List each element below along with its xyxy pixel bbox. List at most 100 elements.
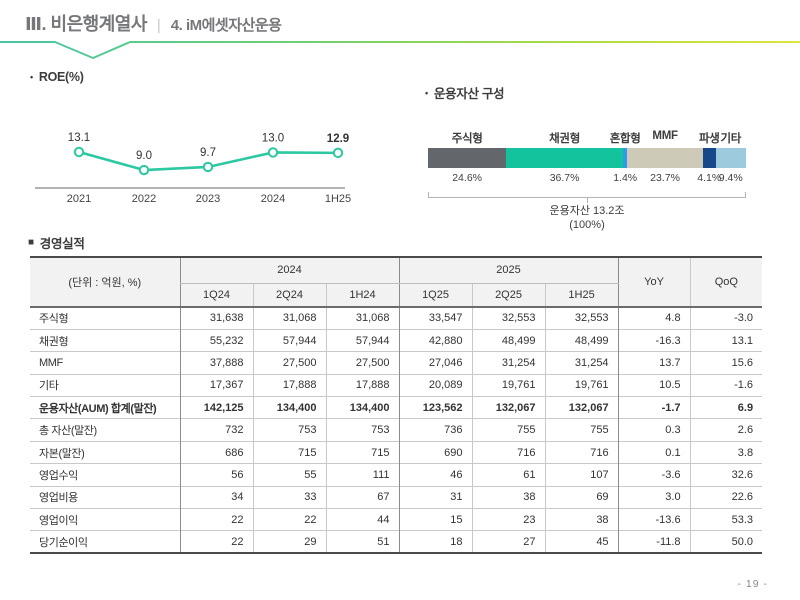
aum-section-title: • 운용자산 구성 xyxy=(425,83,505,102)
subheader-1q25: 1Q25 xyxy=(398,283,473,307)
table-cell: 32,553 xyxy=(471,307,546,330)
table-cell: 755 xyxy=(471,418,546,442)
table-cell: 18 xyxy=(398,530,473,554)
table-cell: 15.6 xyxy=(689,351,763,375)
square-bullet-icon: ■ xyxy=(28,237,34,248)
row-label: 기타 xyxy=(39,380,59,393)
table-cell: 31,638 xyxy=(179,307,253,330)
table-cell: 27,500 xyxy=(252,351,326,375)
row-label: 총 자산(말잔) xyxy=(39,425,97,438)
row-label: 영업수익 xyxy=(39,469,78,482)
table-cell: 37,888 xyxy=(179,351,253,375)
roe-category-label: 2022 xyxy=(132,193,156,205)
bullet-icon: • xyxy=(30,72,33,82)
table-cell: 732 xyxy=(179,418,253,442)
table-cell: 22.6 xyxy=(689,486,763,509)
table-cell: 31,068 xyxy=(252,307,326,330)
table-cell: 15 xyxy=(398,508,473,531)
bullet-icon: • xyxy=(425,87,428,98)
table-cell: 2.6 xyxy=(689,418,763,442)
table-cell: 4.8 xyxy=(617,307,691,330)
roe-data-point xyxy=(73,146,85,158)
roe-line-chart: 13.1 2021 9.0 2022 9.7 2023 13.0 2024 12.9 1H25 xyxy=(35,132,351,205)
aum-bar xyxy=(428,148,746,168)
section-title: Ⅲ. 비은행계열사 xyxy=(25,14,147,34)
table-cell: 0.3 xyxy=(617,418,691,442)
table-cell: 13.1 xyxy=(689,329,763,352)
table-row: 채권형 55,232 57,944 57,944 42,880 48,499 48,499-… xyxy=(30,329,763,352)
roe-value-label: 9.0 xyxy=(136,150,152,162)
aum-segment-채권형 xyxy=(506,148,623,168)
table-cell: 56 xyxy=(179,463,253,487)
table-cell: 27,046 xyxy=(398,351,473,375)
table-cell: 716 xyxy=(544,441,619,464)
roe-value-label: 13.0 xyxy=(262,132,284,144)
table-row: 운용자산(AUM) 합계(말잔) 142,125 134,400 134,400 123… xyxy=(30,396,763,419)
aum-segment-label: MMF xyxy=(652,130,678,142)
table-cell: 134,400 xyxy=(325,396,400,419)
table-cell: 753 xyxy=(252,418,326,442)
table-row: 영업이익 22 22 44 15 23 38 -13.6 53.3 xyxy=(30,508,763,531)
table-cell: 45 xyxy=(544,530,619,554)
roe-data-point xyxy=(202,161,214,173)
table-cell: 38 xyxy=(544,508,619,531)
table-cell: 10.5 xyxy=(617,374,691,397)
table-cell: 715 xyxy=(252,441,326,464)
row-label: 당기순이익 xyxy=(39,536,88,549)
table-cell: 19,761 xyxy=(471,374,546,397)
table-cell: 31,068 xyxy=(325,307,400,330)
aum-total-bracket xyxy=(428,192,746,198)
subheader-1q24: 1Q24 xyxy=(179,283,253,307)
page-title: 4. iM에셋자산운용 xyxy=(170,17,282,34)
table-header: (단위 : 억원, %) 2024 2025 YoY QoQ 1Q24 2Q24… xyxy=(30,257,763,307)
table-cell: -1.6 xyxy=(689,374,763,397)
table-cell: 51 xyxy=(325,530,400,554)
subheader-1h24: 1H24 xyxy=(325,283,400,307)
table-cell: 57,944 xyxy=(325,329,400,352)
row-label: 채권형 xyxy=(39,335,69,348)
row-label: 영업이익 xyxy=(39,514,78,527)
roe-title-label: ROE(%) xyxy=(38,70,84,84)
row-label: MMF xyxy=(39,356,63,369)
table-row: 영업비용 34 33 67 31 38 69 3.0 22.6 xyxy=(30,486,763,509)
aum-segment-기타 xyxy=(715,148,746,168)
aum-segment-pct: 9.4% xyxy=(718,172,743,184)
table-cell: 55 xyxy=(252,463,326,487)
table-cell: 33,547 xyxy=(398,307,473,330)
table-body: 주식형 31,638 31,068 31,068 33,547 32,553 32,553 4… xyxy=(30,307,763,554)
table-cell: 55,232 xyxy=(179,329,253,352)
table-cell: 690 xyxy=(398,441,473,464)
aum-segment-percentages: 24.6% 36.7% 1.4% 23.7% 4.1% 9.4% xyxy=(428,172,746,187)
table-cell: -3.6 xyxy=(617,463,691,487)
table-cell: 132,067 xyxy=(471,396,546,419)
table-cell: 19,761 xyxy=(544,374,619,397)
aum-segment-주식형 xyxy=(428,148,507,168)
aum-segment-label: 채권형 xyxy=(549,133,580,145)
row-label: 운용자산(AUM) 합계(말잔) xyxy=(39,402,157,415)
table-cell: 22 xyxy=(252,508,326,531)
aum-total-note: 운용자산 13.2조 (100%) xyxy=(428,205,746,233)
row-label: 영업비용 xyxy=(39,492,78,505)
roe-category-label: 1H25 xyxy=(325,193,351,205)
subheader-1h25: 1H25 xyxy=(544,283,619,307)
table-cell: 3.0 xyxy=(617,486,691,509)
table-cell: 31,254 xyxy=(544,351,619,375)
group-header-2024: 2024 xyxy=(179,257,400,284)
table-cell: 34 xyxy=(179,486,253,509)
aum-segment-MMF xyxy=(627,148,703,168)
table-row: 기타 17,367 17,888 17,888 20,089 19,761 19,761 10… xyxy=(30,374,763,397)
aum-segment-label: 파생 xyxy=(698,133,720,145)
qoq-header-cell: QoQ xyxy=(689,257,763,307)
table-cell: 123,562 xyxy=(398,396,473,419)
aum-stacked-bar-chart: 주식형 채권형 혼합형 MMF 파생 기타 24.6% 36.7% 1.4% 23.7% 4.1%… xyxy=(428,130,746,233)
table-cell: 38 xyxy=(471,486,546,509)
roe-data-point xyxy=(138,164,150,176)
table-cell: 715 xyxy=(325,441,400,464)
table-cell: 20,089 xyxy=(398,374,473,397)
aum-segment-label: 혼합형 xyxy=(609,133,641,145)
table-cell: 31 xyxy=(398,486,473,509)
aum-segment-pct: 4.1% xyxy=(697,172,722,184)
table-cell: 111 xyxy=(325,463,400,487)
table-cell: 69 xyxy=(544,486,619,509)
row-label: 자본(말잔) xyxy=(39,447,85,460)
